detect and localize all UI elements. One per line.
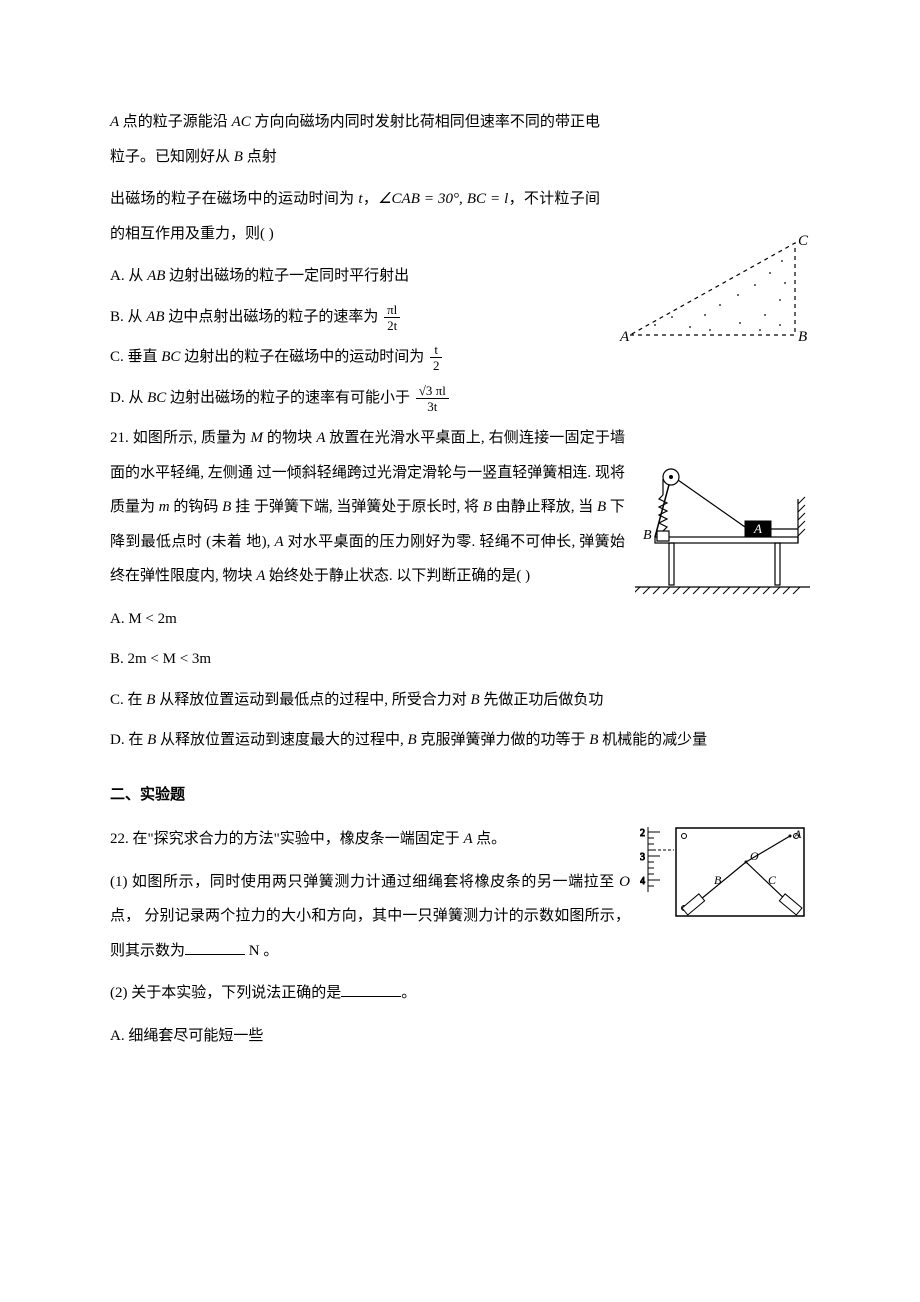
q21-t1: 如图所示, 质量为 <box>133 430 251 446</box>
svg-text:3: 3 <box>640 852 645 863</box>
q20-optB-den: 2t <box>384 318 400 332</box>
q20-optD-post: 边射出磁场的粒子的速率有可能小于 <box>166 390 410 406</box>
q21-option-A: A. M < 2m <box>110 602 810 637</box>
section-2-heading: 二、实验题 <box>110 778 810 813</box>
q21-optD-c: 克服弹簧弹力做的功等于 <box>420 732 589 748</box>
q21-A3: A <box>256 568 269 584</box>
svg-text:O: O <box>750 849 759 863</box>
q22-p2: (2) 关于本实验，下列说法正确的是 <box>110 985 341 1001</box>
q20-optD-num: √3 πl <box>416 384 449 399</box>
q20-A-point: A <box>110 114 123 130</box>
q22-option-A: A. 细绳套尽可能短一些 <box>110 1019 810 1054</box>
q21-B2: B <box>483 499 496 515</box>
q21-t4a: 地), <box>246 534 274 550</box>
q21-option-B: B. 2m < M < 3m <box>110 642 810 677</box>
q21-A2: A <box>274 534 287 550</box>
q20-figure: A B C <box>610 235 810 345</box>
q21-optC-b: 从释放位置运动到最低点的过程中, 所受合力对 <box>159 692 470 708</box>
q21-optC-c: 先做正功后做负功 <box>483 692 603 708</box>
q22-p2-end: 。 <box>401 985 416 1001</box>
q22-number: 22. <box>110 831 133 847</box>
svg-text:A: A <box>753 521 762 536</box>
q20-stem-line1: A 点的粒子源能沿 AC 方向向磁场内同时发射比荷相同但速率不同的带正电粒子。已… <box>110 105 810 174</box>
q20-optA-pre: A. 从 <box>110 268 147 284</box>
q20-AC: AC <box>232 114 251 130</box>
q21-optD-B3: B <box>589 732 602 748</box>
q21-t3a: 于弹簧下端, 当弹簧处于原长时, 将 <box>254 499 483 515</box>
q22-unit: N 。 <box>245 943 278 959</box>
q21-optC-B1: B <box>146 692 159 708</box>
q21-optD-b: 从释放位置运动到速度最大的过程中, <box>160 732 408 748</box>
q21-m: m <box>159 499 174 515</box>
q22-O: O <box>619 874 630 890</box>
q20-optC-BC: BC <box>161 349 180 365</box>
q21-number: 21. <box>110 430 133 446</box>
q21-t2b: 的钩码 <box>173 499 222 515</box>
q21-optB-text: B. 2m < M < 3m <box>110 651 211 667</box>
svg-text:4: 4 <box>640 876 645 887</box>
q20-optB-num: πl <box>384 303 400 318</box>
svg-text:A: A <box>793 827 802 841</box>
page: A B C A 点的粒子源能沿 AC 方向向磁场内同时发射比荷相同但速率不同的带… <box>0 0 920 1302</box>
q20-optD-frac: √3 πl3t <box>416 384 449 413</box>
q22-blank-reading[interactable] <box>185 939 245 955</box>
q20-optD-pre: D. 从 <box>110 390 147 406</box>
svg-text:2: 2 <box>640 828 645 839</box>
q21-B3: B <box>597 499 610 515</box>
q21-fig-label-B: B <box>643 528 652 543</box>
q20-optA-post: 边射出磁场的粒子一定同时平行射出 <box>165 268 409 284</box>
q21-optD-B2: B <box>408 732 421 748</box>
q20-optC-frac: t2 <box>430 343 443 372</box>
q20-optC-post: 边射出的粒子在磁场中的运动时间为 <box>180 349 424 365</box>
q20-optC-pre: C. 垂直 <box>110 349 161 365</box>
q20-optB-AB: AB <box>146 309 164 325</box>
q21-t5a: 始终处于静止状态. 以下判断正确的是( ) <box>269 568 530 584</box>
q20-text-1c: 点射 <box>247 149 277 165</box>
q21-optC-a: C. 在 <box>110 692 146 708</box>
q22-p1a: (1) 如图所示，同时使用两只弹簧测力计通过细绳套将橡皮条的另一端拉至 <box>110 874 619 890</box>
q22-intro-b: 点。 <box>476 831 506 847</box>
q21-option-D: D. 在 B 从释放位置运动到速度最大的过程中, B 克服弹簧弹力做的功等于 B… <box>110 723 810 758</box>
q20-optB-frac: πl2t <box>384 303 400 332</box>
q21-B1: B <box>222 499 235 515</box>
q21-option-C: C. 在 B 从释放位置运动到最低点的过程中, 所受合力对 B 先做正功后做负功 <box>110 683 810 718</box>
q21-optC-B2: B <box>470 692 483 708</box>
q20-optC-den: 2 <box>430 358 443 372</box>
q20-B-point: B <box>234 149 247 165</box>
q20-optA-AB: AB <box>147 268 165 284</box>
q21-optA-text: A. M < 2m <box>110 611 177 627</box>
q20-text-2a: 出磁场的粒子在磁场中的运动时间为 <box>110 191 358 207</box>
q20-optC-num: t <box>430 343 443 358</box>
q22-intro-a: 在"探究求合力的方法"实验中，橡皮条一端固定于 <box>133 831 464 847</box>
q21-figure: A A B <box>635 449 810 599</box>
q22-p1b: 点， <box>110 908 140 924</box>
q20-optD-BC: BC <box>147 390 166 406</box>
q20-optB-pre: B. 从 <box>110 309 146 325</box>
q22-A: A <box>464 831 477 847</box>
q20-option-D: D. 从 BC 边射出磁场的粒子的速率有可能小于 √3 πl3t <box>110 381 810 416</box>
q22-part2: (2) 关于本实验，下列说法正确的是 。 <box>110 976 810 1011</box>
q20-text-1: 点的粒子源能沿 <box>123 114 232 130</box>
q20-option-C: C. 垂直 BC 边射出的粒子在磁场中的运动时间为 t2 <box>110 340 810 375</box>
q20-optD-den: 3t <box>416 399 449 413</box>
q22-blank-choice[interactable] <box>341 981 401 997</box>
q21-optD-d: 机械能的减少量 <box>602 732 707 748</box>
svg-text:C: C <box>768 873 777 887</box>
q21-t2c: 挂 <box>235 499 250 515</box>
q21-optD-a: D. 在 <box>110 732 147 748</box>
q20-text-2b: ， <box>363 191 379 207</box>
q20-fig-label-B: B <box>798 329 807 345</box>
q21-M: M <box>251 430 267 446</box>
svg-text:B: B <box>714 873 722 887</box>
q22-figure: 2 3 4 A O B <box>640 822 810 922</box>
q20-fig-label-A: A <box>619 329 630 345</box>
q20-optB-post: 边中点射出磁场的粒子的速率为 <box>165 309 379 325</box>
q20-angle-expr: ∠CAB = 30°, BC = l <box>378 191 508 207</box>
q21-t3b: 由静止释放, 当 <box>496 499 597 515</box>
q21-A1: A <box>316 430 329 446</box>
q21-t1b: 的物块 <box>267 430 316 446</box>
q21-optD-B1: B <box>147 732 160 748</box>
q20-fig-label-C: C <box>798 235 809 249</box>
